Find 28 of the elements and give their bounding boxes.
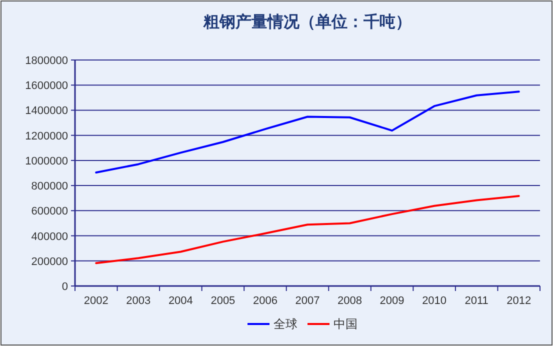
y-tick-label: 1000000 (25, 155, 68, 168)
x-tick-label: 2008 (338, 295, 362, 307)
line-series (95, 90, 520, 174)
x-tick-label: 2007 (295, 295, 320, 307)
y-tick-label: 600000 (31, 206, 68, 218)
y-tick-label: 1800000 (25, 55, 68, 67)
legend-item: 全球 (248, 317, 298, 331)
legend-item: 中国 (308, 317, 358, 331)
x-tick-label: 2005 (210, 295, 236, 307)
x-tick-label: 2006 (252, 295, 278, 307)
x-tick-label: 2011 (464, 295, 488, 307)
line-series (95, 194, 520, 264)
y-tick-label: 1200000 (25, 130, 68, 142)
x-tick-label: 2009 (380, 295, 404, 307)
y-tick-label: 800000 (31, 180, 68, 193)
chart-title: 粗钢产量情况（单位：千吨） (202, 13, 412, 31)
y-tick-label: 200000 (31, 256, 68, 268)
x-tick-label: 2003 (126, 295, 151, 307)
x-tick-label: 2004 (168, 295, 193, 307)
x-tick-label: 2012 (506, 295, 532, 307)
y-tick-label: 1600000 (25, 80, 68, 92)
legend-label: 中国 (334, 317, 358, 331)
y-tick-label: 400000 (31, 230, 68, 243)
y-tick-label: 1400000 (25, 105, 68, 118)
y-tick-label: 0 (62, 281, 68, 293)
legend-label: 全球 (274, 317, 298, 331)
x-tick-label: 2002 (84, 295, 108, 307)
x-tick-label: 2010 (422, 295, 447, 307)
